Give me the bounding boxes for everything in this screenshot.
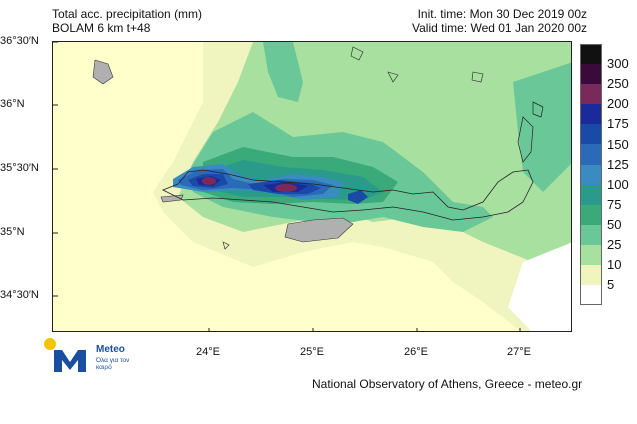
lat-label-35-30: 35°30′N xyxy=(0,162,39,174)
island-ios xyxy=(350,46,364,61)
graticule-ticks xyxy=(53,42,521,331)
legend-level-label: 100 xyxy=(607,176,629,192)
islet-south xyxy=(222,241,230,250)
title-model: BOLAM 6 km t+48 xyxy=(52,21,151,35)
meteo-logo xyxy=(44,338,86,372)
lon-label-27: 27°E xyxy=(507,346,531,358)
island-anafi xyxy=(387,71,399,83)
legend-level-label: 250 xyxy=(607,76,629,92)
sun-icon xyxy=(44,338,56,350)
legend-level-label: 5 xyxy=(607,277,615,293)
map-times: Init. time: Mon 30 Dec 2019 00z Valid ti… xyxy=(412,7,587,35)
island-gavdos xyxy=(284,217,354,243)
lat-label-36: 36°N xyxy=(0,98,25,110)
legend-swatch xyxy=(580,164,602,185)
lon-label-25: 25°E xyxy=(300,346,324,358)
island-milos xyxy=(92,59,114,85)
legend-swatch xyxy=(580,84,602,105)
color-legend xyxy=(580,44,602,306)
field-200-250-west xyxy=(202,177,216,185)
lat-label-35: 35°N xyxy=(0,226,25,238)
island-astypalaia xyxy=(471,71,484,83)
valid-time: Valid time: Wed 01 Jan 2020 00z xyxy=(412,21,587,35)
lon-label-26: 26°E xyxy=(404,346,428,358)
legend-swatch xyxy=(580,285,602,306)
legend-level-label: 25 xyxy=(607,237,622,252)
legend-swatch xyxy=(580,104,602,125)
legend-swatch xyxy=(580,224,602,245)
legend-swatch xyxy=(580,44,602,65)
legend-swatch xyxy=(580,184,602,205)
legend-level-label: 75 xyxy=(607,196,622,212)
footer-credit: National Observatory of Athens, Greece -… xyxy=(312,377,583,391)
logo-name: Meteo xyxy=(96,344,125,355)
legend-swatch xyxy=(580,265,602,286)
legend-level-label: 50 xyxy=(607,216,622,232)
legend-swatch xyxy=(580,144,602,165)
field-under-5 xyxy=(508,242,571,331)
legend-swatch xyxy=(580,64,602,85)
map-canvas xyxy=(53,42,571,331)
precipitation-map xyxy=(52,41,572,332)
legend-level-label: 175 xyxy=(607,116,629,132)
crete-coastline xyxy=(162,169,534,221)
field-25-50-east xyxy=(513,62,571,192)
lon-label-24: 24°E xyxy=(196,346,220,358)
title-variable: Total acc. precipitation (mm) xyxy=(52,7,203,21)
legend-level-label: 300 xyxy=(607,56,629,72)
field-25-50-north xyxy=(263,42,303,102)
lat-label-34-30: 34°30′N xyxy=(0,289,39,301)
legend-swatch xyxy=(580,244,602,266)
legend-level-label: 125 xyxy=(607,156,629,172)
islet-west xyxy=(160,194,184,203)
meteo-m-icon xyxy=(54,350,86,372)
legend-level-label: 150 xyxy=(607,136,629,152)
legend-level-label: 200 xyxy=(607,96,629,112)
field-200-250-center xyxy=(275,184,297,192)
island-karpathos xyxy=(517,116,534,163)
init-time: Init. time: Mon 30 Dec 2019 00z xyxy=(417,7,587,21)
map-title: Total acc. precipitation (mm) BOLAM 6 km… xyxy=(52,7,202,35)
logo-tagline: Όλα για τον καιρό xyxy=(96,357,130,371)
legend-swatch xyxy=(580,204,602,225)
island-kasos xyxy=(532,101,544,118)
legend-level-label: 10 xyxy=(607,257,622,273)
legend-swatch xyxy=(580,124,602,145)
lat-label-36-30: 36°30′N xyxy=(0,35,39,47)
field-150-175-east xyxy=(348,190,368,204)
